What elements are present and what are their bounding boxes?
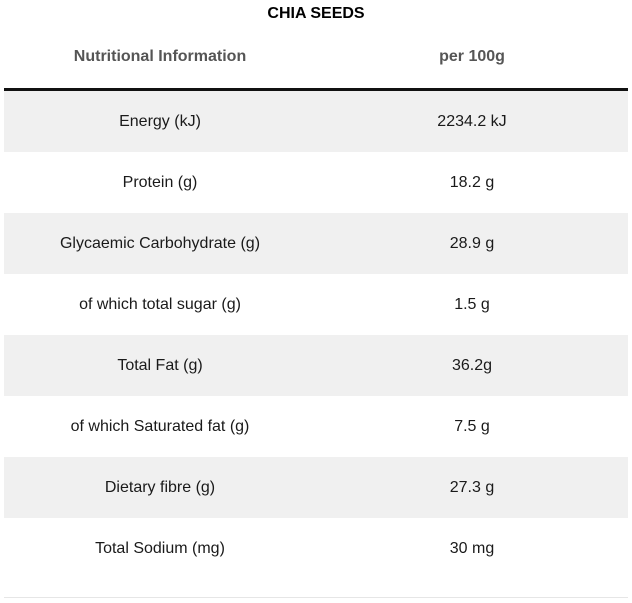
nutrient-value: 27.3 g	[449, 478, 495, 496]
header-per-100g: per 100g	[439, 48, 505, 65]
table-row-dietary-fibre: Dietary fibre (g) 27.3 g	[4, 457, 628, 518]
nutrient-value: 7.5 g	[454, 417, 490, 435]
nutrient-name: Total Sodium (mg)	[95, 539, 225, 557]
nutrient-value: 1.5 g	[454, 295, 490, 313]
nutrient-name: Glycaemic Carbohydrate (g)	[59, 234, 261, 252]
nutrient-name: of which total sugar (g)	[79, 295, 241, 313]
table-bottom-divider	[4, 597, 628, 598]
table-row-carbohydrate: Glycaemic Carbohydrate (g) 28.9 g	[4, 213, 628, 274]
table-row-saturated-fat: of which Saturated fat (g) 7.5 g	[4, 396, 628, 457]
table-row-protein: Protein (g) 18.2 g	[4, 152, 628, 213]
nutrient-name: Total Fat (g)	[117, 356, 203, 374]
nutrient-value: 18.2 g	[449, 173, 495, 191]
nutrient-name: Dietary fibre (g)	[104, 478, 216, 496]
table-row-sodium: Total Sodium (mg) 30 mg	[4, 518, 628, 579]
nutrient-name: Energy (kJ)	[119, 112, 201, 130]
nutrient-value: 28.9 g	[449, 234, 495, 252]
table-row-total-fat: Total Fat (g) 36.2g	[4, 335, 628, 396]
table-row-sugar: of which total sugar (g) 1.5 g	[4, 274, 628, 335]
table-row-energy: Energy (kJ) 2234.2 kJ	[4, 91, 628, 152]
nutrition-table: Nutritional Information per 100g Energy …	[4, 28, 628, 579]
table-title: CHIA SEEDS	[267, 5, 365, 22]
nutrient-value: 2234.2 kJ	[437, 112, 507, 130]
header-nutrient: Nutritional Information	[73, 48, 247, 65]
nutrient-value: 30 mg	[449, 539, 495, 557]
nutrient-name: Protein (g)	[122, 173, 198, 191]
table-header-row: Nutritional Information per 100g	[4, 28, 628, 91]
nutrient-name: of which Saturated fat (g)	[70, 417, 250, 435]
nutrient-value: 36.2g	[451, 356, 493, 374]
